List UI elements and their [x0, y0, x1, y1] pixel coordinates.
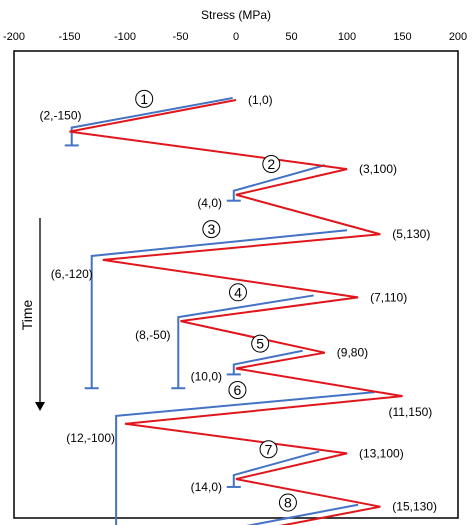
point-label-6: (6,-120): [51, 267, 93, 281]
point-label-5: (5,130): [392, 227, 430, 241]
point-label-11: (11,150): [389, 405, 433, 419]
plot-frame: [13, 50, 459, 519]
time-label: Time: [19, 299, 35, 330]
cycle-line-1: [70, 97, 233, 146]
cycle-label-5: 5: [251, 334, 270, 353]
point-label-9: (9,80): [337, 346, 368, 360]
point-labels: (1,0) (2,-150) (3,100) (4,0) (5,130) (6,-120)…: [39, 93, 437, 514]
svg-text:1: 1: [140, 91, 148, 107]
svg-text:7: 7: [265, 441, 273, 457]
x-tick-label: -150: [58, 31, 80, 43]
svg-text:6: 6: [234, 382, 242, 398]
cycle-lines: [64, 97, 375, 525]
svg-text:8: 8: [284, 495, 292, 511]
cycle-label-3: 3: [202, 220, 221, 239]
cycle-labels: 1 2 3 4 5 6 7 8: [135, 89, 297, 512]
point-label-12: (12,-100): [66, 431, 115, 445]
cycle-line-3: [90, 229, 348, 389]
cycle-line-6: [115, 391, 375, 525]
x-axis-ticks: -200 -150 -100 -50 0 50 100 150 200: [3, 31, 467, 43]
cycle-label-6: 6: [228, 381, 247, 400]
cycle-label-8: 8: [278, 493, 297, 512]
point-label-1: (1,0): [248, 93, 273, 107]
cycle-line-7: [232, 450, 320, 487]
cycle-label-4: 4: [228, 283, 247, 302]
point-label-13: (13,100): [359, 446, 404, 460]
point-label-2: (2,-150): [39, 109, 81, 123]
x-tick-label: 100: [338, 31, 356, 43]
x-tick-label: 150: [393, 31, 411, 43]
x-tick-label: -200: [3, 31, 25, 43]
point-label-14: (14,0): [191, 480, 222, 494]
svg-text:5: 5: [256, 336, 264, 352]
cycle-label-1: 1: [135, 89, 154, 108]
svg-text:4: 4: [234, 284, 242, 300]
cycle-line-5: [232, 349, 303, 375]
point-label-8: (8,-50): [135, 328, 170, 342]
stress-path-line: [69, 99, 403, 525]
point-label-3: (3,100): [359, 162, 397, 176]
x-axis-title: Stress (MPa): [201, 8, 271, 22]
cycle-label-2: 2: [262, 154, 281, 173]
x-tick-label: 200: [449, 31, 467, 43]
cycle-line-4: [177, 294, 314, 389]
svg-text:2: 2: [267, 156, 275, 172]
x-tick-label: -100: [114, 31, 136, 43]
cycle-line-8: [246, 503, 359, 525]
cycle-line-2: [232, 164, 326, 201]
time-arrow: [35, 218, 45, 411]
point-label-10: (10,0): [191, 369, 222, 383]
point-label-7: (7,110): [370, 290, 407, 304]
x-tick-label: 50: [285, 31, 297, 43]
x-tick-label: -50: [173, 31, 189, 43]
svg-text:3: 3: [207, 221, 215, 237]
point-label-4: (4,0): [197, 196, 222, 210]
x-tick-label: 0: [233, 31, 239, 43]
point-label-15: (15,130): [392, 500, 437, 514]
cycle-label-7: 7: [259, 440, 278, 459]
